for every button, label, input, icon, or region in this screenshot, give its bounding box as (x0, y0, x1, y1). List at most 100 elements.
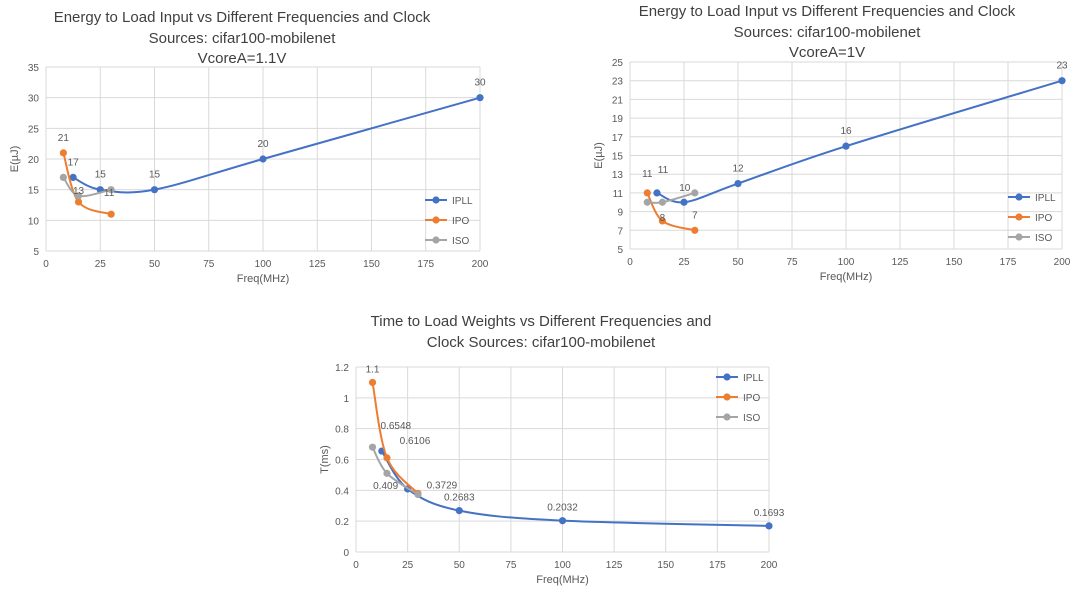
x-tick-label: 200 (1054, 257, 1071, 268)
data-label: 0.409 (373, 481, 398, 492)
data-point-ipll (150, 186, 159, 194)
data-point-ipll (259, 155, 267, 163)
data-point-iso (643, 198, 651, 206)
y-tick-label: 15 (28, 186, 40, 197)
y-tick-label: 21 (612, 95, 624, 106)
y-tick-label: 10 (28, 216, 40, 227)
data-point-iso (691, 189, 699, 197)
x-tick-label: 200 (761, 560, 778, 571)
data-label: 0.6548 (381, 421, 412, 432)
legend-marker-iso (723, 413, 731, 421)
legend-marker-ipo (1015, 213, 1023, 221)
y-tick-label: 7 (617, 226, 623, 237)
data-point-ipll (842, 142, 850, 150)
data-label: 11 (104, 188, 115, 199)
data-label: 11 (658, 165, 669, 176)
x-tick-label: 150 (946, 257, 963, 268)
x-tick-label: 0 (353, 560, 359, 571)
legend-marker-iso (432, 236, 440, 244)
data-label: 8 (660, 213, 666, 224)
y-axis-label: E(µJ) (9, 146, 21, 173)
legend-label-ipo: IPO (1035, 213, 1052, 224)
y-tick-label: 25 (612, 58, 624, 69)
data-point-ipll (680, 198, 688, 206)
y-tick-label: 20 (28, 155, 40, 166)
data-label: 0.2683 (444, 493, 475, 504)
y-tick-label: 35 (28, 63, 40, 74)
data-point-ipo (368, 378, 377, 387)
data-point-ipll (476, 94, 484, 102)
x-tick-label: 100 (255, 259, 272, 270)
x-tick-label: 75 (203, 259, 215, 270)
data-point-ipo (59, 149, 67, 157)
chart-title-line: VcoreA=1V (789, 44, 865, 61)
x-tick-label: 0 (43, 259, 49, 270)
legend-marker-ipll (1015, 193, 1023, 201)
data-point-ipll (558, 517, 567, 525)
y-axis-label: T(ms) (319, 445, 331, 474)
x-tick-label: 75 (505, 560, 517, 571)
data-point-iso (658, 198, 667, 206)
x-tick-label: 100 (838, 257, 855, 268)
chart-2: Energy to Load Input vs Different Freque… (593, 3, 1071, 283)
data-point-ipll (455, 507, 463, 515)
legend-marker-iso (1015, 233, 1023, 241)
data-label: 0.1693 (754, 508, 785, 519)
legend-label-ipll: IPLL (743, 373, 764, 384)
data-point-ipll (765, 522, 773, 530)
data-point-ipll (1058, 77, 1066, 85)
y-tick-label: 25 (28, 124, 40, 135)
chart-title-line: Sources: cifar100-mobilenet (734, 24, 922, 41)
x-axis-label: Freq(MHz) (536, 574, 589, 586)
y-tick-label: 1.2 (335, 363, 349, 374)
data-label: 16 (840, 126, 852, 137)
x-tick-label: 200 (472, 259, 489, 270)
x-tick-label: 175 (1000, 257, 1017, 268)
y-tick-label: 0.4 (335, 486, 349, 497)
y-tick-label: 17 (612, 133, 624, 144)
series-line-ipll (72, 96, 481, 194)
y-tick-label: 9 (617, 208, 623, 219)
data-point-ipo (107, 210, 115, 218)
data-point-ipll (734, 179, 742, 188)
data-label: 30 (474, 78, 486, 89)
y-tick-label: 0.8 (335, 425, 349, 436)
x-axis-label: Freq(MHz) (820, 271, 873, 283)
data-label: 17 (68, 157, 80, 168)
y-tick-label: 23 (612, 77, 624, 88)
legend-label-ipll: IPLL (1035, 193, 1056, 204)
x-tick-label: 125 (892, 257, 909, 268)
data-point-ipo (643, 189, 651, 197)
x-tick-label: 0 (627, 257, 633, 268)
data-point-ipo (691, 226, 699, 234)
data-label: 0.6106 (400, 436, 431, 447)
y-tick-label: 1 (343, 394, 349, 405)
legend-label-ipo: IPO (452, 216, 469, 227)
legend-marker-ipll (432, 196, 440, 204)
x-tick-label: 125 (606, 560, 623, 571)
data-point-iso (107, 186, 115, 194)
legend-marker-ipo (723, 393, 731, 401)
data-point-ipll (69, 173, 77, 181)
data-point-iso (59, 173, 67, 181)
data-label: 0.2032 (547, 503, 578, 514)
x-tick-label: 125 (309, 259, 326, 270)
x-tick-label: 25 (95, 259, 107, 270)
chart-1: Energy to Load Input vs Different Freque… (9, 9, 489, 285)
x-tick-label: 50 (149, 259, 161, 270)
data-label: 11 (642, 169, 653, 180)
chart-title-line: VcoreA=1.1V (198, 50, 287, 67)
data-label: 10 (679, 183, 691, 194)
data-label: 7 (692, 210, 698, 221)
x-tick-label: 150 (657, 560, 674, 571)
x-tick-label: 75 (786, 257, 798, 268)
x-tick-label: 25 (402, 560, 414, 571)
y-axis-label: E(µJ) (593, 142, 605, 169)
y-tick-label: 5 (33, 247, 39, 258)
data-point-ipo (74, 198, 83, 206)
x-tick-label: 50 (732, 257, 744, 268)
y-tick-label: 0.2 (335, 517, 349, 528)
data-point-iso (414, 490, 422, 499)
x-tick-label: 150 (363, 259, 380, 270)
y-tick-label: 5 (617, 245, 623, 256)
